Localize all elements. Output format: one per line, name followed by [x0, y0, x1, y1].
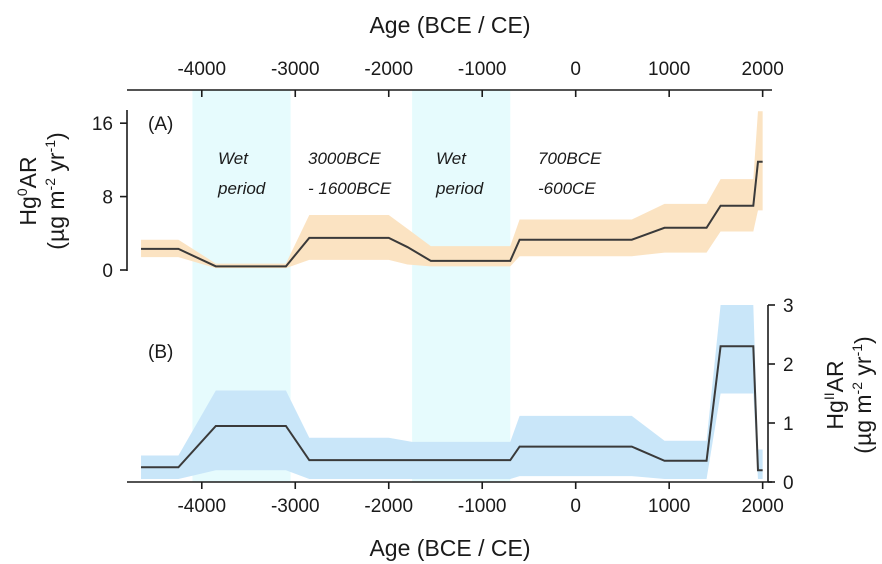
x-tick-label-bottom: 0 [570, 496, 581, 517]
y-tick-label-a: 0 [102, 261, 113, 282]
annotation-2-line1: 700BCE [538, 149, 602, 168]
y-ticks-a: 0 8 16 [92, 114, 127, 282]
x-tick-label-bottom: 1000 [648, 496, 690, 517]
annotation-1-line2: - 1600BCE [308, 179, 392, 198]
wet-period-2-line1: Wet [436, 149, 467, 168]
x-tick-label-top: -4000 [177, 59, 226, 80]
svg-text:HgIIAR: HgIIAR [821, 360, 848, 429]
y-tick-label-b: 3 [783, 296, 794, 317]
panel-label-b: (B) [148, 342, 173, 363]
y-axis-title-b: HgIIAR (µg m-2 yr-1) [821, 336, 876, 453]
x-tick-label-top: 0 [570, 59, 581, 80]
x-ticks-bottom: -4000 -3000 -2000 -1000 0 1000 2000 [177, 482, 784, 517]
x-ticks-top: -4000 -3000 -2000 -1000 0 1000 2000 [177, 59, 784, 97]
svg-text:(µg m-2 yr-1): (µg m-2 yr-1) [849, 336, 876, 453]
series-line-b [141, 345, 763, 472]
x-tick-label-top: 2000 [742, 59, 784, 80]
wet-period-1-line2: period [217, 179, 266, 198]
x-tick-label-bottom: -4000 [177, 496, 226, 517]
x-tick-label-top: -2000 [364, 59, 413, 80]
x-axis-title-bottom: Age (BCE / CE) [369, 535, 530, 561]
wet-period-band-2 [412, 90, 511, 482]
series-line-a [141, 160, 763, 268]
y-tick-label-b: 1 [783, 414, 794, 435]
x-tick-label-bottom: -3000 [271, 496, 320, 517]
y-ticks-b: 0 1 2 3 [768, 296, 794, 494]
annotation-1-line1: 3000BCE [308, 149, 381, 168]
uncertainty-band-b [141, 305, 763, 480]
uncertainty-band-a [141, 111, 763, 269]
y-tick-label-a: 16 [92, 114, 113, 135]
x-tick-label-top: -3000 [271, 59, 320, 80]
wet-period-1-line1: Wet [218, 149, 249, 168]
uncertainty-bands [141, 111, 763, 480]
wet-period-2-line2: period [435, 179, 484, 198]
x-tick-label-top: -1000 [458, 59, 507, 80]
y-tick-label-a: 8 [102, 188, 113, 209]
x-axis-title-top: Age (BCE / CE) [369, 12, 530, 38]
panel-label-a: (A) [148, 114, 173, 135]
y-axis-title-a: Hg0AR (µg m-2 yr-1) [14, 132, 69, 249]
y-tick-label-b: 0 [783, 473, 794, 494]
x-tick-label-bottom: -2000 [364, 496, 413, 517]
x-tick-label-bottom: -1000 [458, 496, 507, 517]
y-tick-label-b: 2 [783, 355, 794, 376]
svg-text:Hg0AR: Hg0AR [14, 156, 41, 225]
x-tick-label-bottom: 2000 [742, 496, 784, 517]
annotation-2-line2: -600CE [538, 179, 596, 198]
x-tick-label-top: 1000 [648, 59, 690, 80]
svg-text:(µg m-2 yr-1): (µg m-2 yr-1) [42, 132, 69, 249]
series-lines [141, 160, 763, 472]
